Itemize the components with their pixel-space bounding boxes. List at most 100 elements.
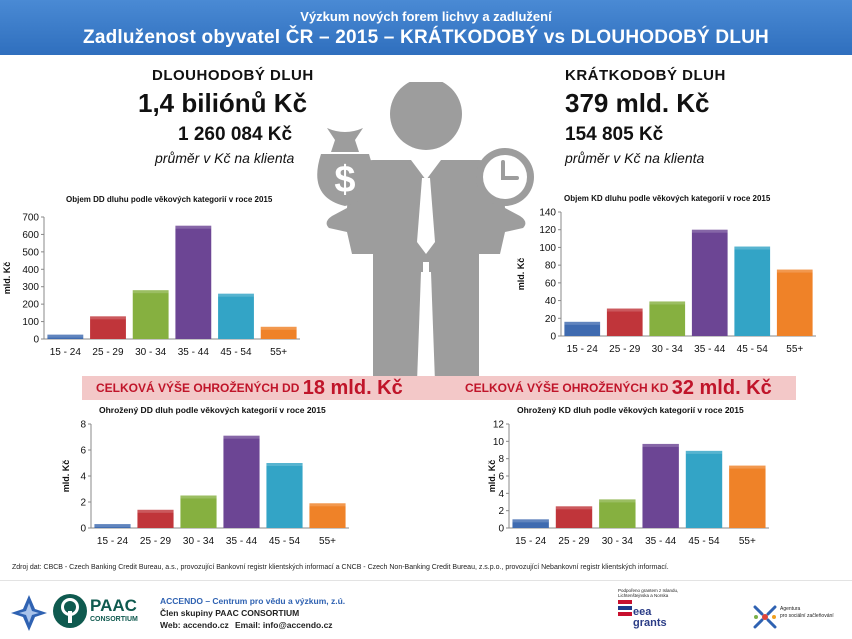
- y-tick-label: 200: [22, 300, 39, 311]
- x-tick-label: 30 - 34: [602, 536, 634, 547]
- short-term-label: KRÁTKODOBÝ DLUH: [565, 67, 726, 84]
- bar-highlight: [642, 443, 679, 447]
- y-tick-label: 500: [22, 247, 39, 258]
- x-tick-label: 15 - 24: [515, 536, 547, 547]
- y-tick-label: 0: [80, 524, 86, 535]
- endangered-kd-value: 32 mld. Kč: [671, 377, 772, 399]
- y-tick-label: 140: [539, 208, 556, 219]
- bar-55+: [776, 269, 813, 336]
- y-tick-label: 0: [498, 524, 504, 535]
- bar-highlight: [776, 269, 813, 273]
- x-tick-label: 55+: [319, 536, 336, 547]
- accendo-logo-icon: [11, 595, 47, 631]
- bar-chart-svg: Ohrožený KD dluh podle věkových kategori…: [487, 405, 769, 547]
- long-term-total: 1,4 biliónů Kč: [138, 88, 308, 118]
- endangered-dd-value: 18 mld. Kč: [302, 377, 403, 399]
- endangered-banner: [82, 376, 796, 400]
- x-tick-label: 15 - 24: [50, 347, 82, 358]
- x-tick-label: 45 - 54: [737, 344, 769, 355]
- footer-web-link[interactable]: Web: accendo.cz: [160, 620, 229, 630]
- y-tick-label: 60: [545, 278, 557, 289]
- bar-highlight: [691, 229, 728, 233]
- bar-30-34: [599, 499, 636, 528]
- bar-highlight: [555, 506, 593, 510]
- long-term-label: DLOUHODOBÝ DLUH: [152, 67, 314, 84]
- bar-highlight: [649, 301, 686, 305]
- paac-logo-sub: CONSORTIUM: [90, 616, 138, 623]
- x-tick-label: 25 - 29: [558, 536, 590, 547]
- bar-highlight: [132, 290, 169, 294]
- chart-title: Ohrožený DD dluh podle věkových kategori…: [99, 405, 326, 415]
- bar-highlight: [512, 519, 549, 523]
- bar-highlight: [94, 524, 131, 528]
- y-axis-label: mld. Kč: [516, 258, 526, 291]
- bar-highlight: [218, 293, 254, 297]
- page-title: Zadluženost obyvatel ČR – 2015 – KRÁTKOD…: [83, 27, 769, 48]
- bar-55+: [309, 503, 346, 528]
- bar-highlight: [137, 509, 174, 513]
- x-tick-label: 25 - 29: [609, 344, 641, 355]
- bar-30-34: [180, 495, 217, 528]
- bar-chart-svg: Objem DD dluhu podle věkových kategorií …: [2, 195, 300, 358]
- chart-long-term-endangered: Ohrožený DD dluh podle věkových kategori…: [55, 400, 355, 565]
- bar-25-29: [555, 506, 593, 528]
- footer-email-link[interactable]: Email: info@accendo.cz: [235, 620, 333, 630]
- x-tick-label: 15 - 24: [97, 536, 129, 547]
- endangered-dd-label: CELKOVÁ VÝŠE OHROŽENÝCH DD: [96, 381, 300, 395]
- source-note: Zdroj dat: CBCB - Czech Banking Credit B…: [12, 564, 669, 571]
- chart-title: Ohrožený KD dluh podle věkových kategori…: [517, 405, 744, 415]
- bar-55+: [260, 326, 297, 339]
- bar-30-34: [132, 290, 169, 339]
- x-tick-label: 45 - 54: [688, 536, 720, 547]
- grants-text: grants: [633, 617, 667, 629]
- y-tick-label: 700: [22, 213, 39, 224]
- y-tick-label: 80: [545, 261, 557, 272]
- header-band: Výzkum nových forem lichvy a zadlužení Z…: [0, 0, 852, 55]
- long-term-average-note: průměr v Kč na klienta: [155, 150, 295, 166]
- y-tick-label: 6: [498, 472, 504, 483]
- endangered-kd: CELKOVÁ VÝŠE OHROŽENÝCH KD 32 mld. Kč: [465, 375, 772, 401]
- y-tick-label: 2: [498, 506, 504, 517]
- y-tick-label: 400: [22, 265, 39, 276]
- y-tick-label: 40: [545, 296, 557, 307]
- y-tick-label: 4: [80, 472, 86, 483]
- y-tick-label: 8: [498, 454, 504, 465]
- x-tick-label: 45 - 54: [220, 347, 252, 358]
- footer: PAAC CONSORTIUM ACCENDO – Centrum pro vě…: [0, 582, 852, 639]
- grant-note-1: Podpořeno grantem z Islandu,: [618, 588, 679, 593]
- businessman-icon: $: [317, 82, 534, 382]
- svg-text:$: $: [334, 159, 355, 201]
- bar-25-29: [606, 308, 643, 336]
- bar-15-24: [47, 334, 84, 339]
- endangered-kd-label: CELKOVÁ VÝŠE OHROŽENÝCH KD: [465, 381, 669, 395]
- y-tick-label: 10: [493, 437, 505, 448]
- short-term-average-note: průměr v Kč na klienta: [565, 150, 705, 166]
- bar-35-44: [691, 229, 728, 336]
- bar-45-54: [218, 293, 254, 339]
- short-term-total: 379 mld. Kč: [565, 88, 710, 118]
- y-tick-label: 0: [33, 335, 39, 346]
- bar-highlight: [175, 225, 212, 229]
- y-tick-label: 100: [539, 243, 556, 254]
- x-tick-label: 30 - 34: [183, 536, 215, 547]
- bar-25-29: [137, 509, 174, 528]
- chart-short-term-volume: Objem KD dluhu podle věkových kategorií …: [510, 190, 820, 380]
- agency-text-2: pro sociální začleňování: [780, 613, 834, 619]
- y-tick-label: 300: [22, 282, 39, 293]
- clock-icon: [476, 148, 534, 206]
- y-tick-label: 20: [545, 314, 557, 325]
- bar-35-44: [175, 225, 212, 339]
- bar-15-24: [94, 524, 131, 528]
- endangered-dd: CELKOVÁ VÝŠE OHROŽENÝCH DD 18 mld. Kč: [96, 375, 403, 401]
- bar-chart-svg: Objem KD dluhu podle věkových kategorií …: [516, 194, 816, 355]
- y-axis-label: mld. Kč: [487, 460, 497, 493]
- y-tick-label: 6: [80, 446, 86, 457]
- y-tick-label: 4: [498, 489, 504, 500]
- chart-title: Objem KD dluhu podle věkových kategorií …: [564, 194, 771, 203]
- bar-highlight: [729, 465, 766, 469]
- x-tick-label: 30 - 34: [135, 347, 167, 358]
- bar-35-44: [642, 443, 679, 528]
- y-tick-label: 12: [493, 420, 505, 431]
- bar-45-54: [685, 450, 723, 528]
- chart-long-term-volume: Objem DD dluhu podle věkových kategorií …: [0, 190, 300, 380]
